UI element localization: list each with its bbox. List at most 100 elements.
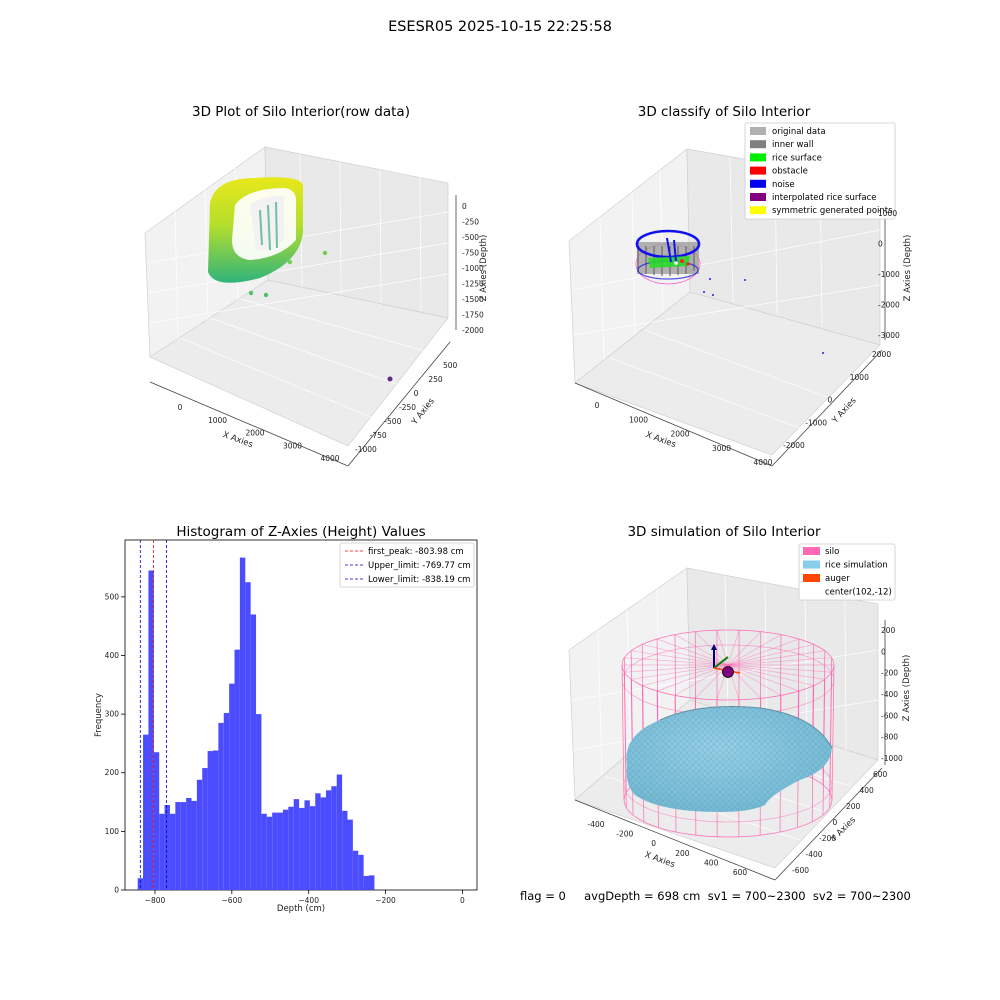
panel1-x-tick-label: 1000: [208, 416, 227, 425]
histogram-x-tick-label: −600: [222, 896, 243, 905]
panel4-y-tick-label: 600: [873, 770, 888, 779]
panel1-y-tick-label: -1000: [355, 445, 377, 454]
panel1-z-tick-label: -1750: [462, 311, 484, 320]
silo-wire: [727, 638, 800, 666]
silo-wire: [621, 664, 625, 801]
histogram-bar: [293, 799, 300, 890]
histogram-bar: [358, 854, 364, 890]
silo-wire: [656, 638, 729, 666]
legend-swatch: [750, 179, 766, 188]
histogram-x-tick-label: −400: [298, 896, 319, 905]
panel4-z-tick-label: -400: [881, 690, 898, 699]
panel1-y-tick-label: 250: [428, 375, 443, 384]
panel1-z-tick-label: -750: [462, 249, 479, 258]
panel1-title: 3D Plot of Silo Interior(row data): [192, 104, 410, 120]
silo-wire: [727, 644, 814, 666]
panel1-z-tick-label: -2000: [462, 326, 484, 335]
legend-swatch: [803, 560, 820, 569]
panel1-y-tick-label: 0: [414, 389, 419, 398]
histogram-bar: [336, 774, 343, 890]
silo-wire: [624, 657, 729, 666]
histogram-bar: [169, 813, 176, 890]
legend-label: rice simulation: [825, 561, 888, 571]
histogram-y-tick-label: 100: [105, 827, 120, 836]
silo-wire: [727, 664, 800, 692]
histogram-xlabel: Depth (cm): [277, 904, 325, 914]
panel2-z-tick-label: 1000: [878, 209, 897, 218]
silo-wire: [623, 657, 627, 793]
panel2-x-tick-label: 4000: [753, 458, 772, 467]
silo-wire: [727, 634, 782, 666]
panel4-x-tick-label: 200: [675, 849, 690, 858]
silo-wire: [694, 631, 729, 666]
histogram-bar: [191, 800, 197, 890]
panel2-y-tick-label: 1000: [850, 373, 869, 382]
silo-wire: [727, 631, 762, 666]
panel2-x-tick-label: 1000: [629, 415, 648, 424]
panel-simulation: 3D simulation of Silo Interior: [568, 524, 912, 881]
panel-raw-data: 3D Plot of Silo Interior(row data): [144, 104, 489, 467]
histogram-bar: [256, 714, 262, 890]
panel2-legend: original data inner wall rice surface obsta…: [744, 122, 896, 220]
panel2-z-tick-label: -1000: [878, 270, 900, 279]
histogram-bar: [207, 751, 213, 890]
histogram-bar: [347, 819, 353, 890]
panel2-x-tick-label: 3000: [712, 444, 731, 453]
panel4-z-tick-label: 200: [881, 626, 896, 635]
legend-label: Lower_limit: -838.19 cm: [368, 575, 470, 585]
panel4-y-tick-label: -200: [819, 834, 836, 843]
histogram-bar: [266, 816, 273, 890]
silo-wire: [727, 630, 740, 666]
histogram-bar: [153, 752, 160, 890]
histogram-ylabel: Frequency: [94, 693, 104, 737]
histogram-bar: [261, 813, 267, 890]
panel1-z-tick-label: -1500: [462, 295, 484, 304]
legend-label: interpolated rice surface: [772, 193, 877, 203]
panel1-y-tick-label: -250: [399, 403, 416, 412]
histogram-bar: [325, 790, 332, 890]
panel1-z-tick-label: -1000: [462, 264, 484, 273]
histogram-bar: [363, 875, 370, 890]
panel1-outlier-points: [248, 250, 393, 382]
histogram-bar: [143, 734, 149, 890]
legend-label: auger: [825, 574, 850, 584]
histogram-bar: [299, 807, 305, 890]
panel4-title: 3D simulation of Silo Interior: [627, 524, 821, 540]
legend-swatch: [750, 206, 766, 215]
silo-wire: [624, 664, 729, 673]
panel1-z-tick-label: -500: [462, 233, 479, 242]
histogram-bar: [272, 812, 278, 890]
panel2-classified-points: [635, 229, 824, 354]
silo-wire: [727, 664, 814, 686]
silo-wire: [674, 664, 729, 696]
legend-label: center(102,-12): [825, 588, 892, 598]
panel2-y-tick-label: 2000: [872, 350, 891, 359]
panel2-x-tick-label: 0: [595, 401, 600, 410]
silo-wire: [631, 664, 729, 680]
panel4-z-tick-label: 0: [881, 647, 886, 656]
panel4-z-tick-label: -1000: [881, 754, 903, 763]
legend-swatch: [803, 574, 820, 582]
legend-label: first_peak: -803.98 cm: [368, 547, 464, 557]
histogram-bar: [196, 779, 203, 890]
panel2-y-tick-label: 0: [828, 396, 833, 405]
legend-swatch: [803, 547, 820, 555]
panel4-zlabel: Z Axies (Depth): [902, 655, 912, 722]
legend-label: noise: [772, 180, 795, 190]
legend-label: symmetric generated points: [772, 206, 893, 216]
panel2-z-tick-label: 0: [878, 240, 883, 249]
panel1-z-tick-label: -250: [462, 218, 479, 227]
legend-label: original data: [772, 127, 826, 137]
legend-swatch: [750, 193, 766, 201]
histogram-bar: [234, 649, 240, 890]
panel4-y-tick-label: -400: [806, 850, 823, 859]
panel4-legend: silo rice simulation auger center(102,-12): [798, 543, 896, 601]
silo-wire: [727, 664, 825, 680]
panel4-x-tick-label: -400: [587, 820, 604, 829]
panel1-z-tick-label: -1250: [462, 280, 484, 289]
status-line: flag = 0 avgDepth = 698 cm sv1 = 700~230…: [520, 889, 911, 903]
histogram-bar: [180, 802, 187, 890]
figure-title: ESESR05 2025-10-15 22:25:58: [388, 19, 612, 35]
histogram-x-tick-label: 0: [460, 896, 465, 905]
panel1-x-tick-label: 2000: [245, 429, 264, 438]
